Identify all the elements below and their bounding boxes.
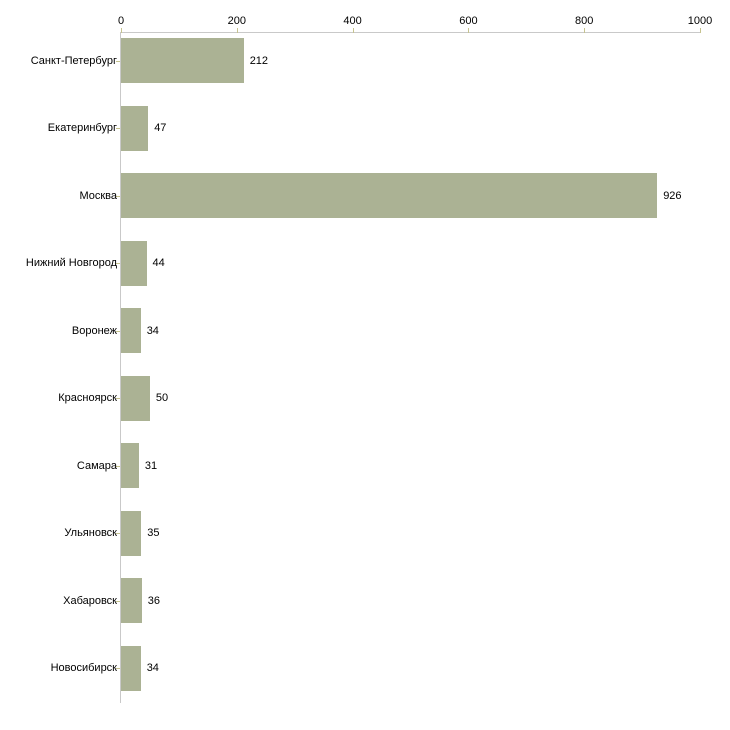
category-label: Санкт-Петербург [30, 54, 117, 67]
bar-value-label: 44 [152, 257, 165, 269]
y-axis-line [120, 32, 121, 703]
x-axis-tick-label: 0 [117, 15, 125, 27]
bar [121, 510, 142, 556]
bar-value-label: 34 [146, 662, 159, 674]
bar [121, 443, 139, 488]
x-axis-tick [121, 28, 122, 33]
category-label: Екатеринбург [47, 122, 117, 134]
bar [121, 38, 244, 83]
bar-value-label: 36 [147, 594, 161, 607]
category-tick [116, 398, 120, 399]
category-tick [116, 465, 120, 467]
x-axis-tick [352, 28, 354, 33]
x-axis-tick-label: 1000 [687, 15, 713, 27]
category-tick [116, 668, 120, 669]
category-tick [116, 600, 120, 602]
category-tick [116, 330, 120, 332]
x-axis-tick-label: 400 [343, 15, 362, 27]
bar-value-label: 34 [146, 324, 159, 337]
bar-value-label: 212 [249, 54, 269, 67]
bar [121, 578, 142, 623]
x-axis-line [120, 32, 701, 33]
bar-value-label: 926 [663, 189, 682, 202]
category-label: Ульяновск [64, 527, 117, 539]
category-tick [116, 263, 120, 264]
category-tick [116, 533, 120, 534]
bar [121, 308, 141, 353]
category-label: Нижний Новгород [25, 257, 117, 269]
x-axis-tick [468, 28, 470, 33]
bar-value-label: 50 [155, 392, 169, 404]
category-label: Москва [79, 189, 117, 202]
x-axis-tick [584, 28, 586, 33]
x-axis-tick-label: 800 [575, 15, 594, 27]
x-axis-tick-label: 600 [459, 15, 478, 27]
bar [121, 375, 150, 421]
category-tick [116, 60, 120, 62]
bar-value-label: 31 [144, 459, 158, 472]
category-label: Новосибирск [50, 662, 117, 674]
bar [121, 240, 147, 286]
bar-value-label: 47 [154, 122, 167, 134]
x-axis-tick [700, 28, 701, 33]
x-axis-tick [236, 28, 238, 33]
bar [121, 105, 149, 151]
bar [121, 173, 658, 218]
category-label: Красноярск [58, 392, 117, 404]
x-axis-tick-label: 200 [227, 15, 246, 27]
category-label: Хабаровск [63, 594, 117, 607]
category-tick [116, 195, 120, 197]
bar-value-label: 35 [147, 527, 160, 539]
category-label: Воронеж [71, 324, 117, 337]
category-tick [116, 128, 120, 129]
bar [121, 645, 141, 691]
category-label: Самара [76, 459, 117, 472]
